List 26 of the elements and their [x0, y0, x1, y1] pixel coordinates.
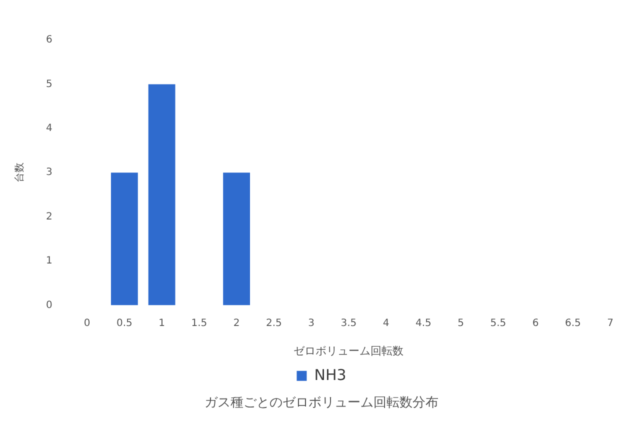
x-tick-label: 7	[607, 318, 614, 329]
x-tick-label: 1	[158, 318, 165, 329]
y-tick-label: 1	[46, 256, 52, 267]
x-tick-label: 6.5	[564, 318, 581, 329]
text: ガス種ごとのゼロボリューム回転数分布	[204, 396, 438, 411]
x-tick-label: 2	[233, 318, 240, 329]
x-tick-label: 1.5	[191, 318, 208, 329]
y-tick-label: 2	[46, 211, 52, 222]
x-tick-label: 6	[532, 318, 539, 329]
x-tick-label: 3.5	[340, 318, 357, 329]
legend-label: NH3	[314, 366, 346, 384]
y-tick-label: 3	[46, 167, 52, 178]
y-tick-label: 5	[46, 78, 52, 90]
y-tick-label: 0	[46, 300, 52, 311]
x-tick-label: 0.5	[116, 318, 132, 329]
x-tick-label: 0	[84, 318, 90, 329]
y-tick-label: 4	[46, 122, 52, 134]
x-tick-label: 5	[458, 318, 464, 329]
x-axis-title: ゼロボリューム回転数	[294, 344, 404, 358]
x-tick-label: 4.5	[415, 318, 432, 329]
x-tick-label: 2.5	[266, 318, 282, 329]
y-axis-title: 台数	[14, 162, 26, 183]
x-tick-label: 5.5	[490, 318, 506, 329]
y-tick-label: 6	[46, 34, 52, 46]
x-tick-label: 3	[308, 318, 314, 329]
x-tick-label: 4	[382, 318, 390, 329]
